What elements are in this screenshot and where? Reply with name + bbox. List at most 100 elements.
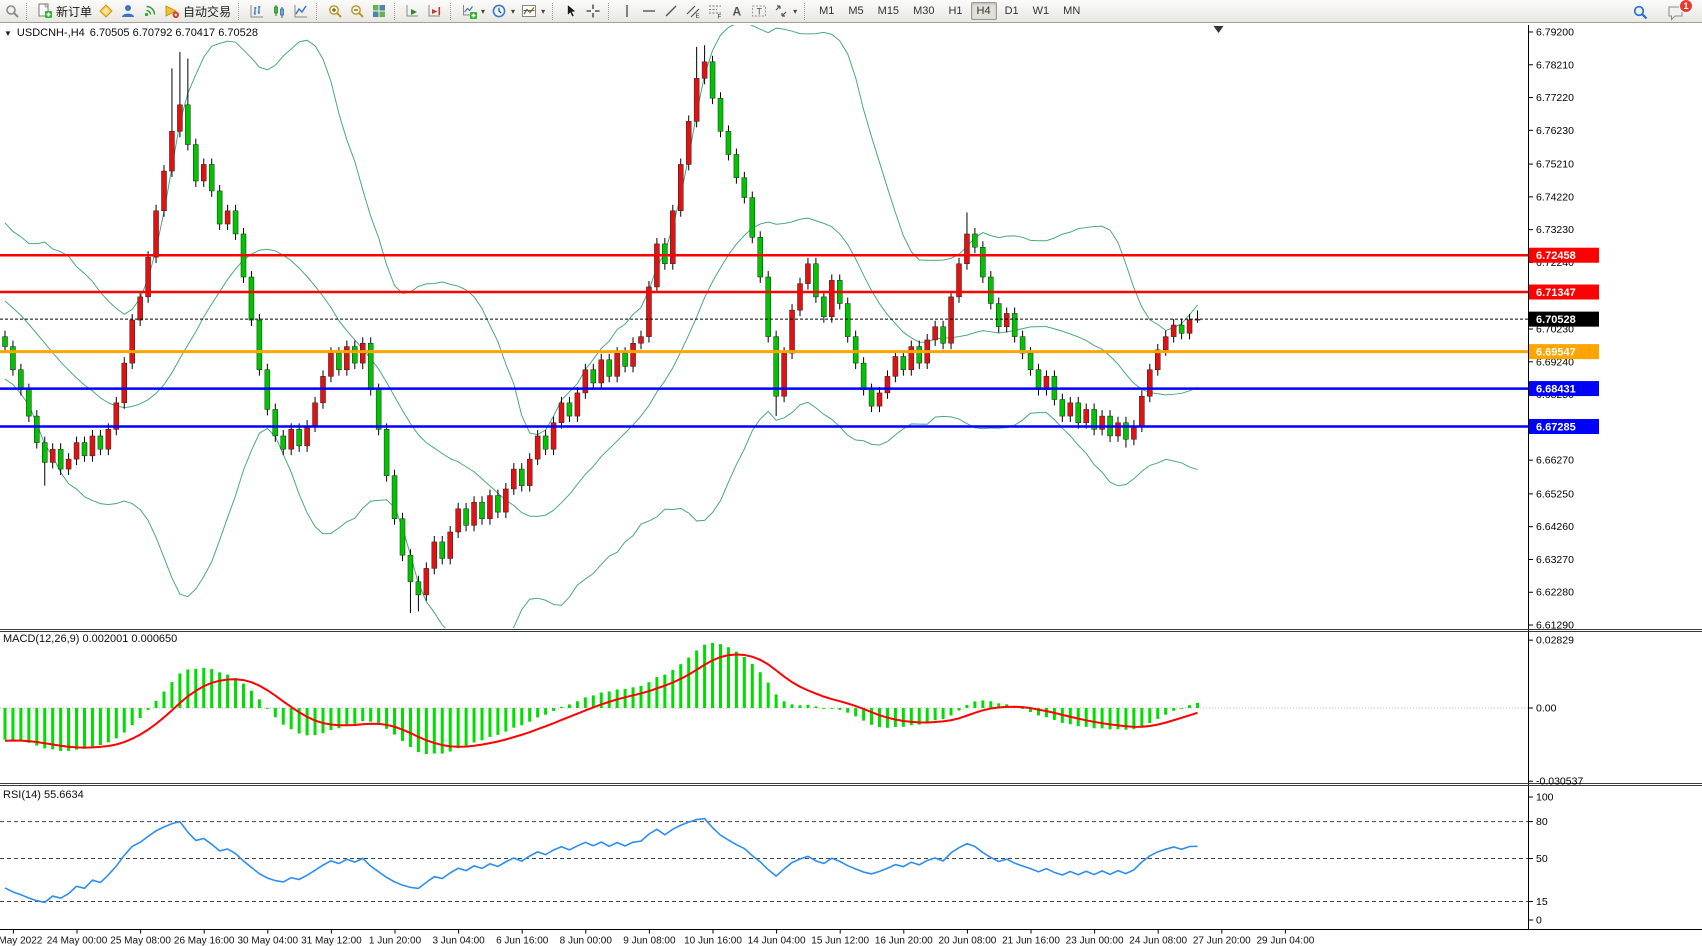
- metaeditor-button[interactable]: [95, 0, 117, 22]
- timeframe-m5-button[interactable]: M5: [848, 5, 864, 17]
- periods-button[interactable]: ▾: [488, 0, 518, 22]
- macd-histogram-bar: [1021, 708, 1025, 709]
- macd-histogram-bar: [114, 708, 118, 739]
- timeframe-m15-button[interactable]: M15: [877, 5, 900, 17]
- macd-histogram-bar: [1084, 708, 1088, 727]
- svg-text:T: T: [757, 7, 763, 17]
- timeframe-h1-button[interactable]: H1: [948, 5, 963, 17]
- fibonacci-tool-button[interactable]: F: [704, 0, 726, 22]
- quick-search-button[interactable]: [2, 0, 22, 22]
- notifications-button[interactable]: 1: [1664, 0, 1693, 23]
- macd-histogram-bar: [957, 708, 961, 711]
- candlestick-icon: [271, 3, 287, 19]
- svg-text:6.73230: 6.73230: [1536, 224, 1574, 236]
- one-click-trading-toggle[interactable]: ▼: [4, 28, 12, 38]
- candle: [709, 61, 716, 99]
- candlestick-chart-button[interactable]: [268, 0, 290, 22]
- templates-button[interactable]: ▾: [518, 0, 548, 22]
- macd-histogram-bar: [1148, 708, 1152, 724]
- price-axis[interactable]: [1528, 25, 1608, 928]
- zoom-out-button[interactable]: [346, 0, 368, 22]
- cursor-tool-button[interactable]: [560, 0, 582, 22]
- macd-histogram-bar: [1172, 708, 1176, 711]
- macd-histogram-bar: [774, 694, 778, 708]
- chart-shift-button[interactable]: [424, 0, 446, 22]
- candle: [161, 170, 167, 212]
- equidistant-channel-tool-button[interactable]: E: [682, 0, 704, 22]
- horizontal-line-tool-button[interactable]: [638, 0, 660, 22]
- text-tool-button[interactable]: A: [726, 0, 748, 22]
- candle: [81, 442, 88, 457]
- clock-icon: [491, 3, 507, 19]
- candle: [590, 369, 597, 384]
- arrows-tool-button[interactable]: ▾: [770, 0, 800, 22]
- trendline-tool-button[interactable]: [660, 0, 682, 22]
- candle: [805, 263, 811, 284]
- tile-windows-button[interactable]: [368, 0, 390, 22]
- new-order-button[interactable]: 新订单: [34, 0, 95, 22]
- signals-button[interactable]: [139, 0, 161, 22]
- macd-panel-region[interactable]: [0, 632, 1528, 782]
- time-axis-label: 24 May 00:00: [47, 936, 108, 946]
- candle: [638, 336, 644, 344]
- candle: [789, 309, 795, 354]
- text-label-tool-button[interactable]: T: [748, 0, 770, 22]
- macd-indicator-label: MACD(12,26,9) 0.002001 0.000650: [3, 633, 178, 645]
- dropdown-caret-icon: ▾: [541, 6, 546, 16]
- panel-splitter-macd-rsi[interactable]: [0, 781, 1528, 789]
- main-toolbar: 新订单 自动交易 ▾ ▾: [0, 0, 1702, 23]
- macd-histogram-bar: [663, 674, 667, 708]
- bollinger-lower-band: [4, 378, 1198, 628]
- timeframe-m1-button[interactable]: M1: [819, 5, 835, 17]
- panel-splitter-main-macd[interactable]: [0, 626, 1528, 634]
- time-axis-label: 10 Jun 16:00: [684, 936, 742, 946]
- macd-histogram-bar: [353, 708, 357, 724]
- timeframe-m30-button[interactable]: M30: [913, 5, 935, 17]
- timeframe-d1-button[interactable]: D1: [1004, 5, 1019, 17]
- macd-histogram-bar: [1188, 705, 1192, 708]
- candle: [693, 78, 700, 122]
- community-button[interactable]: [117, 0, 139, 22]
- time-axis-label: 16 Jun 20:00: [875, 936, 933, 946]
- candle: [980, 246, 986, 278]
- toolbar-separator: [608, 2, 612, 20]
- search-button[interactable]: [1629, 1, 1652, 23]
- time-axis[interactable]: [0, 929, 1702, 946]
- macd-histogram-bar: [830, 708, 834, 709]
- candle: [566, 402, 573, 417]
- equidistant-channel-icon: E: [685, 3, 701, 19]
- time-axis-label: 15 Jun 12:00: [811, 936, 869, 946]
- macd-histogram-bar: [265, 708, 269, 709]
- timeframe-mn-button[interactable]: MN: [1063, 5, 1081, 17]
- time-axis-label: 6 Jun 16:00: [496, 936, 549, 946]
- macd-histogram-bar: [734, 651, 738, 708]
- autotrading-button[interactable]: 自动交易: [161, 0, 234, 22]
- timeframe-h4-button[interactable]: H4: [970, 2, 997, 20]
- timeframe-w1-button[interactable]: W1: [1032, 5, 1050, 17]
- macd-histogram-bar: [170, 682, 174, 708]
- main-chart-region[interactable]: [0, 25, 1528, 628]
- dropdown-caret-icon: ▾: [511, 6, 516, 16]
- macd-histogram-bar: [583, 697, 587, 708]
- macd-histogram-bar: [1180, 708, 1184, 709]
- macd-histogram-bar: [965, 704, 969, 708]
- candle: [1083, 409, 1089, 423]
- candle: [526, 458, 533, 486]
- candle: [153, 210, 159, 258]
- vertical-line-tool-button[interactable]: [616, 0, 638, 22]
- rsi-panel-region[interactable]: [0, 788, 1528, 928]
- bar-chart-button[interactable]: [246, 0, 268, 22]
- macd-histogram-bar: [536, 708, 540, 718]
- candle: [232, 210, 239, 235]
- time-axis-label: 25 May 08:00: [110, 936, 171, 946]
- auto-scroll-button[interactable]: [402, 0, 424, 22]
- macd-histogram-bar: [989, 701, 993, 708]
- crosshair-tool-button[interactable]: [582, 0, 604, 22]
- line-chart-button[interactable]: [290, 0, 312, 22]
- macd-histogram-bar: [329, 708, 333, 731]
- new-chart-button[interactable]: ▾: [458, 0, 488, 22]
- zoom-in-button[interactable]: [324, 0, 346, 22]
- fibonacci-icon: F: [707, 3, 723, 19]
- macd-histogram-bar: [11, 708, 15, 740]
- macd-histogram-bar: [194, 668, 198, 708]
